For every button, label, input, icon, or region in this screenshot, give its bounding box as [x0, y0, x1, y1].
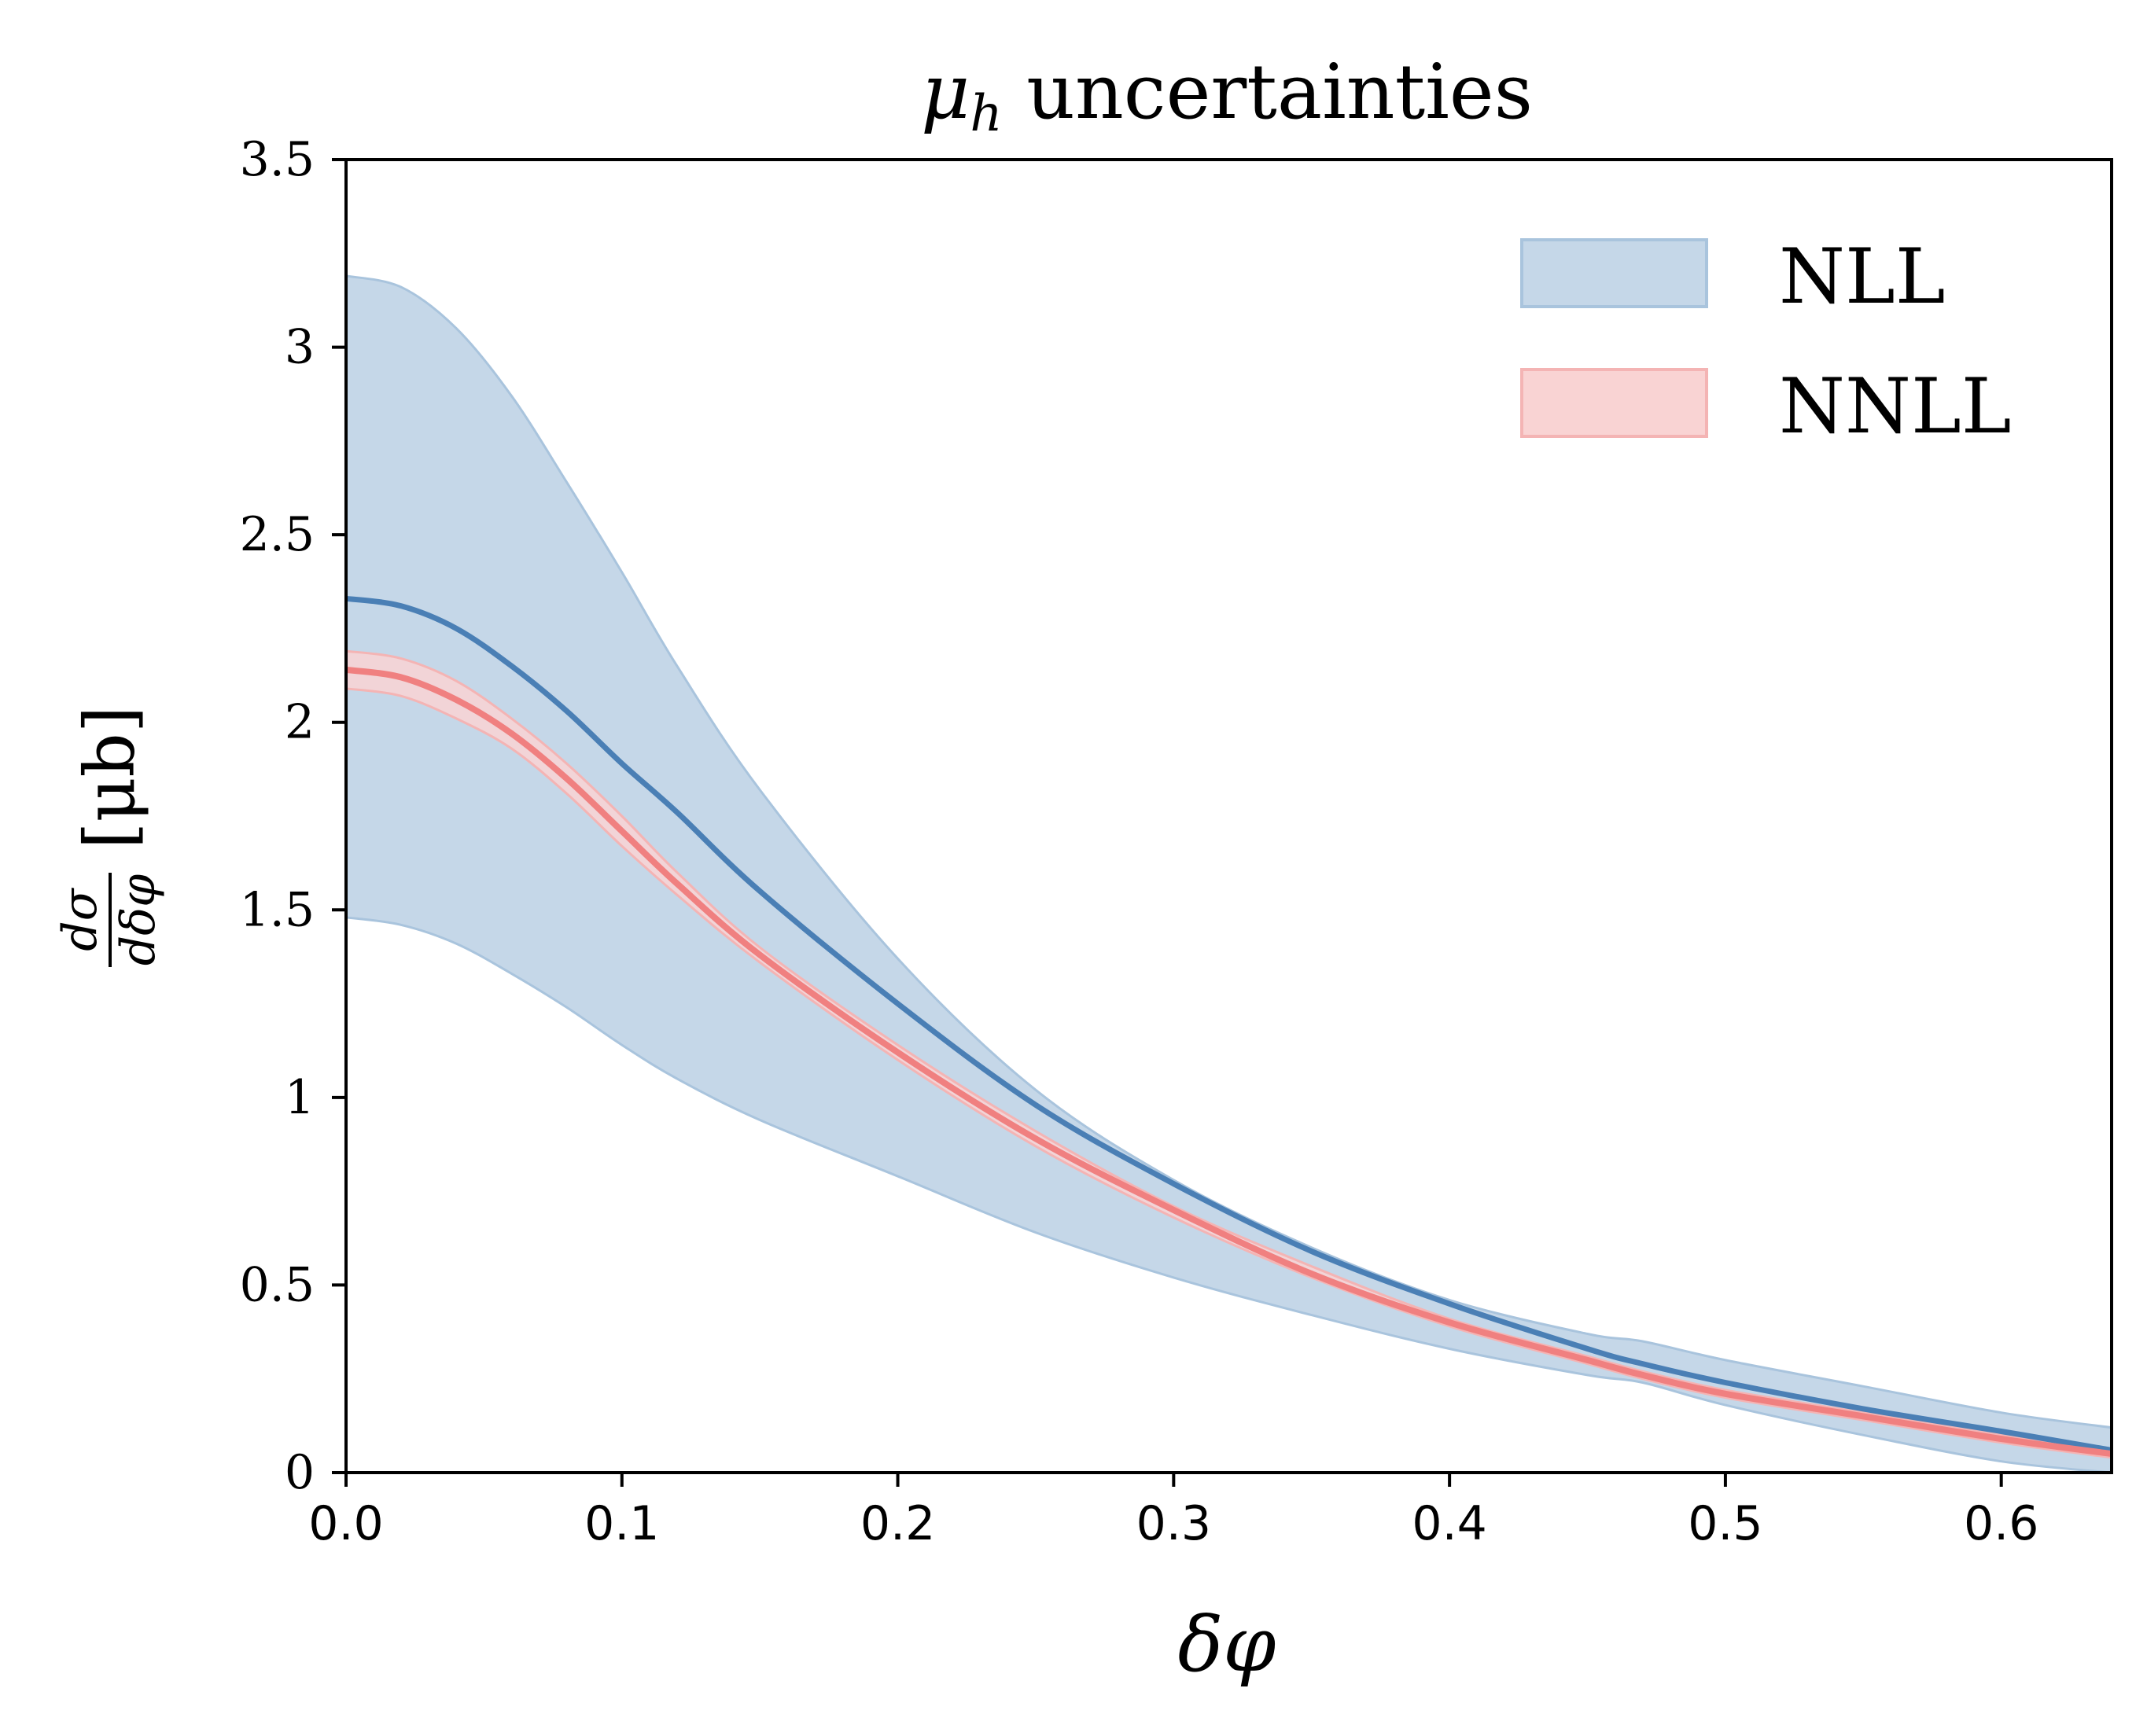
x-tick-label: 0.6	[1964, 1496, 2038, 1551]
title-symbol: μ	[921, 48, 970, 136]
line-nnll	[345, 666, 2112, 1458]
x-tick-label: 0.5	[1688, 1496, 1762, 1551]
y-tick-label: 0.5	[240, 1257, 315, 1312]
x-axis-label: δφ	[1177, 1601, 1276, 1689]
legend-swatch-nnll	[1520, 368, 1708, 438]
title-subscript: h	[970, 85, 1002, 143]
legend-label-nll: NLL	[1779, 233, 1946, 321]
y-tick-label: 3	[285, 320, 315, 375]
y-tick-label: 1	[285, 1070, 315, 1125]
y-label-numerator: dσ	[53, 887, 108, 951]
x-tick-label: 0.0	[308, 1496, 383, 1551]
x-tick-label: 0.2	[860, 1496, 935, 1551]
y-tick-label: 2	[285, 695, 315, 750]
x-tick-label: 0.4	[1412, 1496, 1486, 1551]
y-tick-label: 0	[285, 1445, 315, 1500]
uncertainty-bands	[344, 274, 2113, 1474]
y-tick-label: 1.5	[240, 882, 315, 937]
y-axis-label: dσ dδφ [μb]	[53, 706, 166, 967]
plot-frame	[344, 158, 2113, 1474]
central-lines	[345, 595, 2112, 1458]
y-label-denominator: dδφ	[111, 874, 166, 966]
x-axis-ticks: 0.0 0.1 0.2 0.3 0.4 0.5 0.6	[308, 1473, 2038, 1551]
chart-title: μh uncertainties	[921, 48, 1533, 143]
x-tick-label: 0.3	[1136, 1496, 1211, 1551]
y-label-unit: [μb]	[69, 706, 150, 849]
legend-label-nnll: NNLL	[1779, 362, 2012, 451]
y-tick-label: 2.5	[240, 507, 315, 562]
x-tick-label: 0.1	[584, 1496, 659, 1551]
y-axis-ticks: 0 0.5 1 1.5 2 2.5 3 3.5	[240, 132, 346, 1500]
legend: NLL NNLL	[1520, 233, 2012, 451]
band-nll	[344, 274, 2113, 1474]
y-tick-label: 3.5	[240, 132, 315, 187]
legend-swatch-nll	[1520, 238, 1708, 308]
title-text: uncertainties	[1003, 48, 1533, 136]
line-nll	[345, 595, 2112, 1453]
